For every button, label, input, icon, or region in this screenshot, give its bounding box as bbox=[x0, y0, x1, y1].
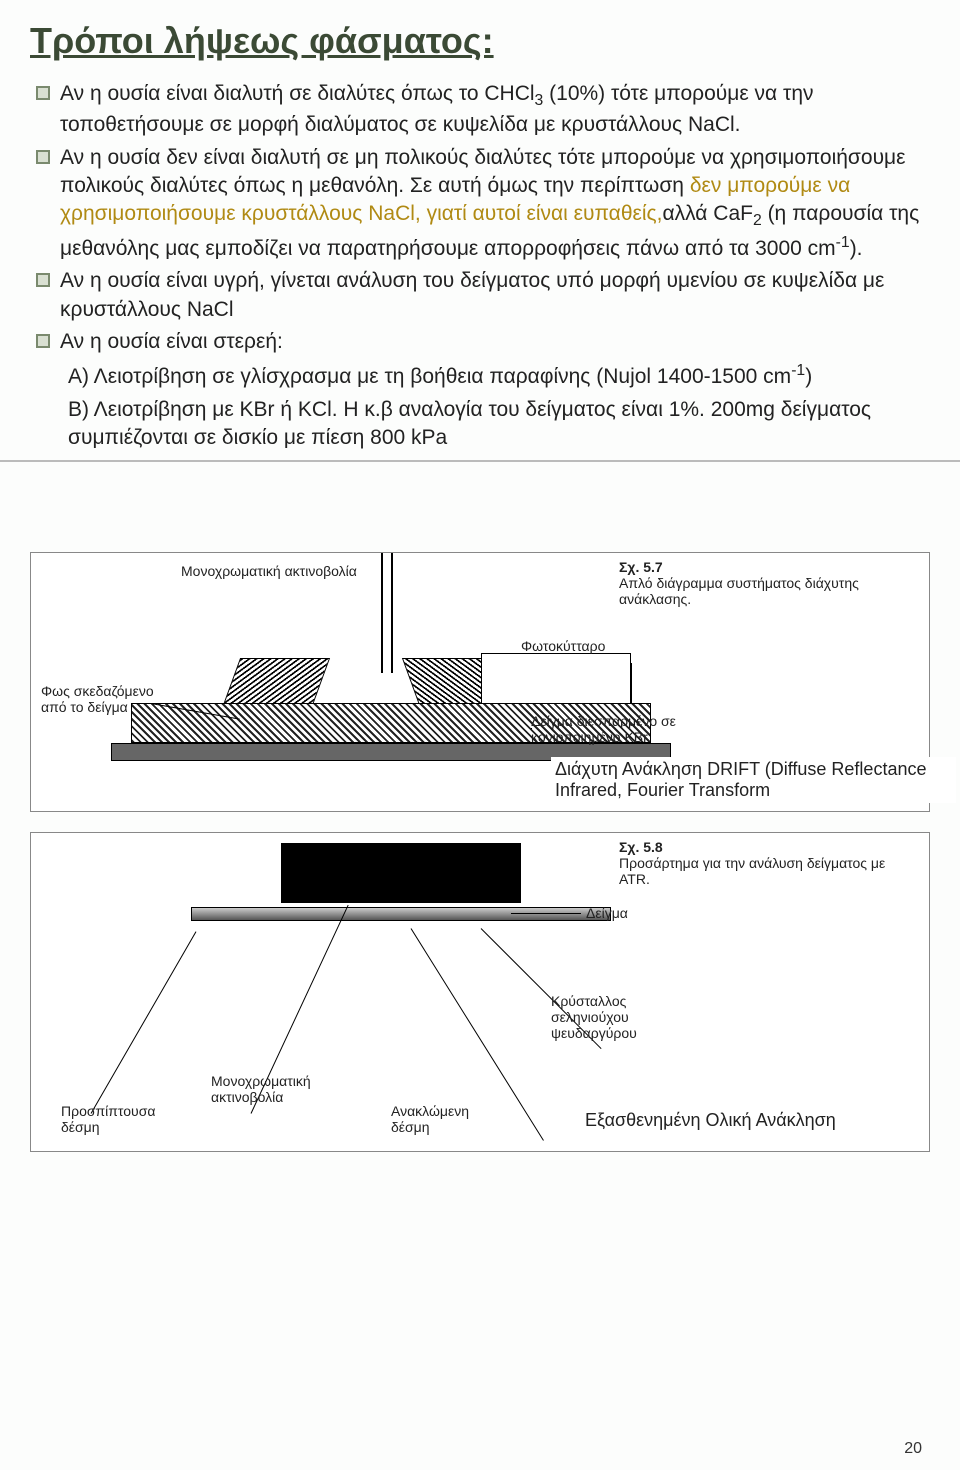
subscript: 2 bbox=[753, 213, 762, 230]
label-sample: Δείγμα διεσπαρμένο σε κονιοποιημένο KBr bbox=[531, 713, 711, 745]
text: Α) Λειοτρίβηση σε γλίσχρασμα με τη βοήθε… bbox=[68, 365, 791, 388]
ray-incident bbox=[91, 932, 197, 1114]
text: Αν η ουσία είναι στερεή: bbox=[60, 328, 283, 356]
bullet-2: Αν η ουσία δεν είναι διαλυτή σε μη πολικ… bbox=[36, 144, 930, 263]
overlay-atr: Εξασθενημένη Ολική Ανάκληση bbox=[581, 1108, 911, 1133]
label-reflected: Ανακλώμενη δέσμη bbox=[391, 1103, 511, 1135]
mirror-left bbox=[222, 658, 330, 708]
bullet-icon bbox=[36, 334, 50, 348]
caption-text: Απλό διάγραμμα συστήματος διάχυτης ανάκλ… bbox=[619, 575, 859, 607]
label-sample: Δείγμα bbox=[586, 905, 628, 921]
beam-line bbox=[381, 553, 383, 673]
caption-5-7: Σχ. 5.7 Απλό διάγραμμα συστήματος διάχυτ… bbox=[619, 559, 909, 607]
label-crystal: Κρύσταλλος σεληνιούχου ψευδαργύρου bbox=[551, 993, 671, 1041]
diagram-atr: Σχ. 5.8 Προσάρτημα για την ανάλυση δείγμ… bbox=[30, 832, 930, 1152]
label-mono: Μονοχρωματική ακτινοβολία bbox=[181, 563, 357, 579]
diagram-drift: Μονοχρωματική ακτινοβολία Σχ. 5.7 Απλό δ… bbox=[30, 552, 930, 812]
caption-num: Σχ. 5.7 bbox=[619, 559, 663, 575]
caption-text: Προσάρτημα για την ανάλυση δείγματος με … bbox=[619, 855, 885, 887]
leader-line bbox=[631, 663, 632, 703]
caption-num: Σχ. 5.8 bbox=[619, 839, 663, 855]
bullet-1: Αν η ουσία είναι διαλυτή σε διαλύτες όπω… bbox=[36, 80, 930, 140]
bullet-icon bbox=[36, 150, 50, 164]
page-title: Τρόποι λήψεως φάσματος: bbox=[30, 20, 930, 62]
bullet-3: Αν η ουσία είναι υγρή, γίνεται ανάλυση τ… bbox=[36, 267, 930, 324]
label-scatter: Φως σκεδαζόμενο από το δείγμα bbox=[41, 683, 171, 715]
label-mono: Μονοχρωματική ακτινοβολία bbox=[211, 1073, 341, 1105]
text: αλλά CaF bbox=[662, 202, 752, 225]
detector-box bbox=[481, 653, 631, 708]
bullet-icon bbox=[36, 86, 50, 100]
text: Αν η ουσία είναι διαλυτή σε διαλύτες όπω… bbox=[60, 82, 535, 105]
sub-a: Α) Λειοτρίβηση σε γλίσχρασμα με τη βοήθε… bbox=[36, 360, 930, 391]
caption-5-8: Σχ. 5.8 Προσάρτημα για την ανάλυση δείγμ… bbox=[619, 839, 909, 887]
atr-prism bbox=[281, 843, 521, 903]
text: Αν η ουσία είναι υγρή, γίνεται ανάλυση τ… bbox=[60, 267, 930, 324]
bullet-list: Αν η ουσία είναι διαλυτή σε διαλύτες όπω… bbox=[30, 80, 930, 452]
atr-crystal bbox=[191, 907, 611, 921]
leader-line bbox=[531, 728, 532, 729]
leader-sample bbox=[511, 913, 581, 914]
text: ). bbox=[850, 237, 863, 260]
label-cell: Φωτοκύτταρο bbox=[521, 638, 605, 654]
label-incident: Προσπίπτουσα δέσμη bbox=[61, 1103, 181, 1135]
bullet-icon bbox=[36, 273, 50, 287]
superscript: -1 bbox=[791, 362, 805, 379]
overlay-drift: Διάχυτη Ανάκληση DRIFT (Diffuse Reflecta… bbox=[551, 757, 956, 803]
page-number: 20 bbox=[904, 1440, 922, 1458]
subscript: 3 bbox=[535, 92, 544, 109]
text: ) bbox=[805, 365, 812, 388]
bullet-4: Αν η ουσία είναι στερεή: bbox=[36, 328, 930, 356]
sub-b: Β) Λειοτρίβηση με KBr ή KCl. Η κ.β αναλο… bbox=[36, 396, 930, 453]
beam-line bbox=[391, 553, 393, 673]
superscript: -1 bbox=[836, 234, 850, 251]
